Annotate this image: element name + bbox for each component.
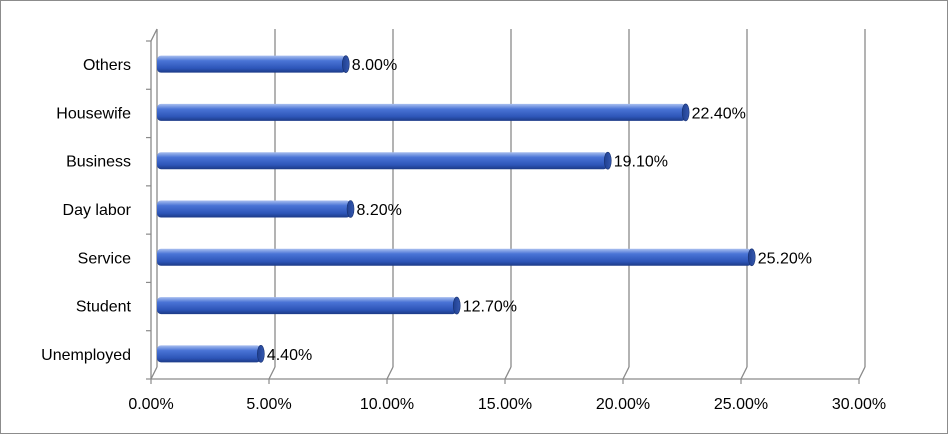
- data-label-3: 8.20%: [357, 202, 402, 219]
- floor-line-5: [740, 366, 748, 380]
- bar-body-4: [157, 248, 752, 266]
- bar-body-2: [157, 152, 608, 170]
- floor-line-4: [622, 366, 630, 380]
- bars-layer: [157, 55, 756, 363]
- x-tick-label-0: 0.00%: [128, 396, 173, 413]
- x-tick-label-6: 30.00%: [832, 396, 886, 413]
- floor-line-6: [858, 366, 866, 380]
- bar-body-1: [157, 103, 686, 121]
- bar-cap-4: [747, 248, 756, 267]
- bar-body-5: [157, 297, 457, 315]
- category-label-3: Day labor: [63, 202, 132, 219]
- x-tick-label-4: 20.00%: [596, 396, 650, 413]
- bar-cap-6: [257, 345, 265, 363]
- category-label-1: Housewife: [56, 105, 131, 122]
- data-label-5: 12.70%: [463, 299, 517, 316]
- data-label-2: 19.10%: [614, 154, 668, 171]
- floor-line-2: [386, 366, 394, 380]
- labels-layer: 0.00% 5.00% 10.00% 15.00% 20.00% 25.00% 30.00%…: [41, 57, 886, 413]
- bar-cap-5: [452, 296, 461, 315]
- bar-cap-2: [603, 151, 612, 170]
- bar-body-0: [157, 55, 346, 73]
- bar-5: [157, 296, 461, 315]
- floor-line-3: [504, 366, 512, 380]
- data-label-4: 25.20%: [758, 250, 812, 267]
- bar-6: [157, 345, 265, 363]
- bar-cap-3: [346, 200, 355, 218]
- axes-layer: [146, 28, 866, 384]
- x-tick-label-3: 15.00%: [478, 396, 532, 413]
- category-label-0: Others: [83, 57, 131, 74]
- bar-cap-1: [681, 103, 690, 122]
- data-label-0: 8.00%: [352, 57, 397, 74]
- bar-1: [157, 103, 690, 122]
- bar-3: [157, 200, 355, 218]
- data-label-1: 22.40%: [692, 105, 746, 122]
- category-label-2: Business: [66, 154, 131, 171]
- floor-line-0: [150, 366, 158, 380]
- category-label-6: Unemployed: [41, 347, 131, 364]
- x-tick-label-2: 10.00%: [360, 396, 414, 413]
- y-axis-top-diagonal: [150, 28, 158, 42]
- x-tick-label-5: 25.00%: [714, 396, 768, 413]
- category-label-4: Service: [78, 250, 131, 267]
- floor-line-1: [268, 366, 276, 380]
- bar-cap-0: [341, 55, 350, 73]
- bar-0: [157, 55, 350, 73]
- bar-2: [157, 151, 612, 170]
- data-label-6: 4.40%: [267, 347, 312, 364]
- bar-4: [157, 248, 756, 267]
- category-label-5: Student: [76, 299, 132, 316]
- bar-body-6: [157, 345, 261, 363]
- bar-body-3: [157, 200, 351, 218]
- x-tick-label-1: 5.00%: [246, 396, 291, 413]
